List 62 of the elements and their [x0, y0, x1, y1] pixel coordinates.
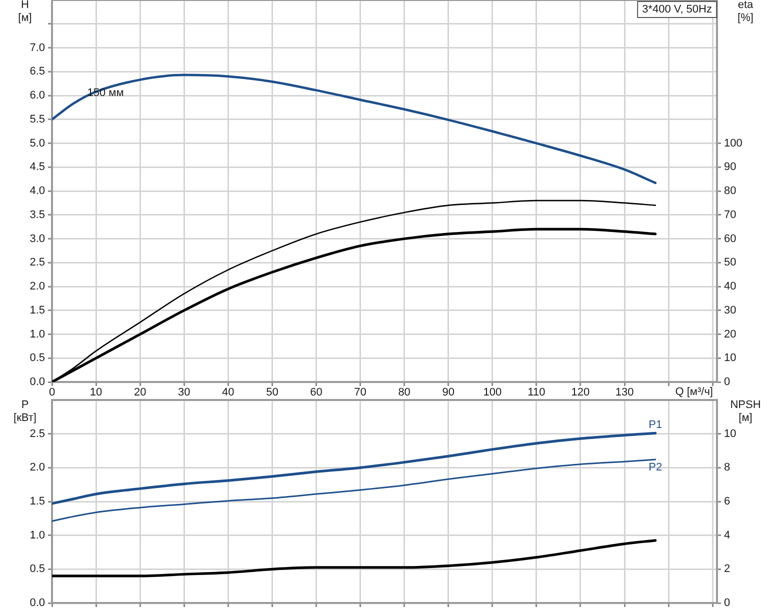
y-tick-label: 5.5	[30, 113, 45, 126]
x-tick-label: 130	[615, 386, 634, 399]
y2-tick-label: 50	[724, 256, 736, 269]
y-tick-label: 1.5	[30, 496, 45, 508]
y-tick-label: 2.5	[30, 256, 45, 269]
y-tick-label: 7.0	[30, 42, 45, 54]
x-tick-label: 70	[354, 386, 366, 399]
y2-tick-label: 8	[724, 462, 730, 474]
y2-tick-label: 4	[724, 529, 730, 542]
y-tick-label: 0.5	[30, 352, 45, 364]
line-series	[52, 74, 657, 184]
line-series	[52, 539, 657, 578]
y-tick-label: 4.0	[30, 185, 45, 198]
y2-tick-label: 6	[724, 496, 730, 508]
y-tick-label: 6.0	[30, 90, 45, 102]
y-tick-label: 1.5	[30, 304, 45, 316]
y-axis-title: P [кВт]	[14, 399, 36, 424]
x-axis-title: Q [м³/ч]	[675, 386, 713, 398]
series-label: P2	[648, 462, 662, 474]
series-label: P1	[648, 419, 662, 432]
y-tick-label: 1.0	[30, 328, 45, 340]
x-tick-label: 0	[48, 386, 56, 399]
y-tick-label: 6.5	[30, 66, 45, 78]
y2-tick-label: 10	[724, 352, 736, 364]
y2-axis-title: eta [%]	[738, 0, 754, 24]
y-tick-label: 2.0	[30, 462, 45, 474]
chart-title: 3*400 V, 50Hz	[642, 4, 712, 16]
y-tick-label: 0.5	[30, 563, 45, 576]
y-tick-label: 4.5	[30, 161, 45, 174]
y-tick-label: 2.0	[30, 280, 45, 293]
x-tick-label: 10	[90, 386, 102, 399]
y-tick-label: 0.0	[30, 597, 45, 610]
y2-tick-label: 30	[724, 304, 736, 316]
y2-tick-label: 60	[724, 232, 736, 245]
y-tick-label: 2.5	[30, 428, 45, 440]
y2-tick-label: 0	[724, 597, 730, 610]
y2-tick-label: 0	[724, 376, 730, 388]
y-axis-title: H [м]	[18, 0, 32, 24]
y2-tick-label: 2	[724, 563, 730, 576]
x-tick-label: 40	[222, 386, 234, 399]
y2-tick-label: 40	[724, 280, 736, 293]
x-tick-label: 100	[483, 386, 502, 399]
x-tick-label: 50	[266, 386, 278, 399]
y2-axis-title: NPSH [м]	[730, 399, 761, 424]
x-tick-label: 110	[528, 386, 546, 399]
x-tick-label: 20	[134, 386, 146, 399]
y2-tick-label: 100	[724, 137, 742, 150]
y-tick-label: 0.0	[30, 376, 45, 388]
y-tick-label: 3.5	[30, 208, 45, 221]
x-tick-label: 60	[310, 386, 322, 399]
y-tick-label: 5.0	[30, 137, 45, 150]
y2-tick-label: 80	[724, 185, 736, 198]
x-tick-label: 90	[442, 386, 454, 399]
y2-tick-label: 20	[724, 328, 736, 340]
y2-tick-label: 70	[724, 208, 736, 221]
x-tick-label: 30	[178, 386, 190, 399]
y-tick-label: 3.0	[30, 232, 45, 245]
y2-tick-label: 90	[724, 161, 736, 174]
x-tick-label: 120	[571, 386, 590, 399]
y-tick-label: 1.0	[30, 529, 45, 542]
x-tick-label: 80	[398, 386, 410, 399]
y2-tick-label: 10	[724, 428, 736, 440]
